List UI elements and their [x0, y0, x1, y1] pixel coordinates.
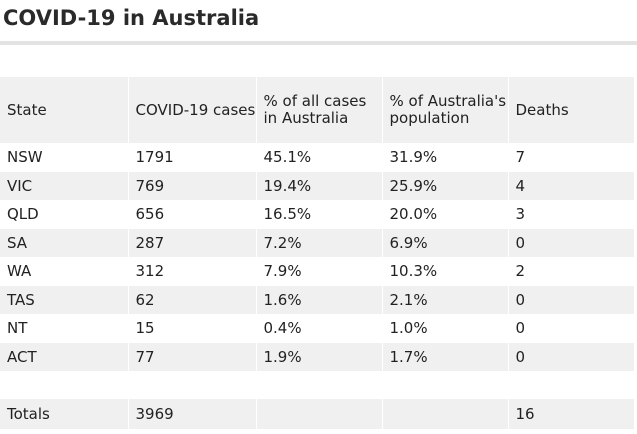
- cell-pct-population: 6.9%: [382, 228, 509, 257]
- table-row: NT 15 0.4% 1.0% 0: [0, 314, 635, 343]
- cell-cases: 656: [128, 200, 257, 229]
- cell-pct-cases: 45.1%: [256, 143, 383, 172]
- cell-pct-population: 25.9%: [382, 171, 509, 200]
- cell-cases: 77: [128, 342, 257, 371]
- cell-state: ACT: [0, 342, 129, 371]
- cell-pct-population: 10.3%: [382, 257, 509, 286]
- cell-pct-cases: 0.4%: [256, 314, 383, 343]
- totals-pct-cases: [256, 399, 383, 429]
- header-cases: COVID-19 cases: [128, 77, 257, 143]
- cell-pct-population: 2.1%: [382, 285, 509, 314]
- cell-pct-population: 1.7%: [382, 342, 509, 371]
- table-row: SA 287 7.2% 6.9% 0: [0, 228, 635, 257]
- header-pct-population: % of Australia's population: [382, 77, 509, 143]
- table-row: ACT 77 1.9% 1.7% 0: [0, 342, 635, 371]
- cell-pct-cases: 1.6%: [256, 285, 383, 314]
- cell-deaths: 0: [508, 285, 635, 314]
- cell-state: QLD: [0, 200, 129, 229]
- table-spacer-row: [0, 371, 635, 399]
- cell-cases: 1791: [128, 143, 257, 172]
- cell-pct-cases: 16.5%: [256, 200, 383, 229]
- cell-cases: 15: [128, 314, 257, 343]
- totals-pct-population: [382, 399, 509, 429]
- totals-deaths: 16: [508, 399, 635, 429]
- cell-state: VIC: [0, 171, 129, 200]
- cell-deaths: 3: [508, 200, 635, 229]
- cell-cases: 62: [128, 285, 257, 314]
- totals-row: Totals 3969 16: [0, 399, 635, 429]
- cell-deaths: 2: [508, 257, 635, 286]
- cell-pct-cases: 7.2%: [256, 228, 383, 257]
- table-header-row: State COVID-19 cases % of all cases in A…: [0, 77, 635, 143]
- cell-cases: 287: [128, 228, 257, 257]
- covid-table: State COVID-19 cases % of all cases in A…: [0, 77, 635, 429]
- table-row: QLD 656 16.5% 20.0% 3: [0, 200, 635, 229]
- table-row: TAS 62 1.6% 2.1% 0: [0, 285, 635, 314]
- cell-cases: 769: [128, 171, 257, 200]
- page-title: COVID-19 in Australia: [3, 6, 260, 30]
- header-state: State: [0, 77, 129, 143]
- table-row: WA 312 7.9% 10.3% 2: [0, 257, 635, 286]
- cell-deaths: 0: [508, 342, 635, 371]
- cell-state: TAS: [0, 285, 129, 314]
- cell-pct-population: 1.0%: [382, 314, 509, 343]
- table-row: VIC 769 19.4% 25.9% 4: [0, 171, 635, 200]
- totals-label: Totals: [0, 399, 129, 429]
- table-row: NSW 1791 45.1% 31.9% 7: [0, 143, 635, 172]
- cell-deaths: 0: [508, 228, 635, 257]
- header-deaths: Deaths: [508, 77, 635, 143]
- cell-pct-cases: 1.9%: [256, 342, 383, 371]
- cell-state: WA: [0, 257, 129, 286]
- cell-cases: 312: [128, 257, 257, 286]
- cell-state: SA: [0, 228, 129, 257]
- cell-state: NSW: [0, 143, 129, 172]
- header-pct-cases: % of all cases in Australia: [256, 77, 383, 143]
- cell-deaths: 7: [508, 143, 635, 172]
- cell-pct-population: 31.9%: [382, 143, 509, 172]
- cell-state: NT: [0, 314, 129, 343]
- title-divider: [0, 41, 637, 45]
- cell-pct-cases: 7.9%: [256, 257, 383, 286]
- totals-cases: 3969: [128, 399, 257, 429]
- cell-pct-cases: 19.4%: [256, 171, 383, 200]
- cell-deaths: 0: [508, 314, 635, 343]
- cell-deaths: 4: [508, 171, 635, 200]
- cell-pct-population: 20.0%: [382, 200, 509, 229]
